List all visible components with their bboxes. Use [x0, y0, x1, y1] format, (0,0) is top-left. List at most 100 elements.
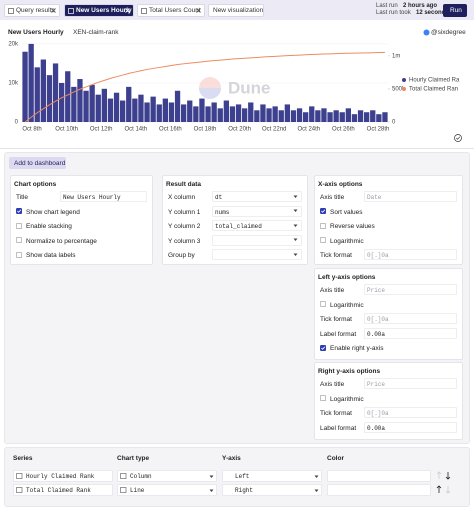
checkbox-label: Sort values	[330, 208, 363, 216]
checkbox[interactable]	[320, 208, 327, 215]
tab-icon	[68, 7, 74, 14]
bar	[339, 112, 345, 122]
checkbox-box	[320, 208, 327, 215]
select[interactable]	[212, 234, 302, 246]
chevron	[209, 489, 214, 492]
select[interactable]	[212, 205, 302, 217]
select[interactable]	[212, 191, 302, 202]
select[interactable]	[327, 470, 431, 482]
input[interactable]	[13, 484, 113, 496]
checkbox-box	[320, 237, 327, 244]
select[interactable]	[222, 470, 322, 482]
tab-label: Query results	[16, 7, 55, 14]
bar	[71, 86, 77, 122]
run-button[interactable]	[443, 4, 467, 17]
select[interactable]	[117, 484, 217, 496]
checkbox-label: Enable stacking	[26, 223, 72, 231]
add-to-dashboard-label[interactable]: Add to dashboard	[14, 160, 66, 167]
bar	[101, 88, 107, 122]
input[interactable]	[364, 407, 457, 419]
table-cell: Column	[130, 473, 152, 480]
avatar	[423, 29, 430, 36]
checkbox[interactable]	[16, 237, 23, 244]
x-tick-label: Oct 8th	[22, 127, 41, 133]
input[interactable]	[364, 421, 457, 433]
input[interactable]	[60, 191, 147, 202]
tab-label: New Users Hourly	[76, 7, 132, 14]
select[interactable]	[117, 470, 217, 482]
bar	[327, 112, 333, 122]
bar	[22, 51, 28, 122]
bar	[217, 108, 223, 122]
field-placeholder: 0[.]0a	[367, 410, 389, 418]
chevron-icon	[209, 475, 214, 478]
bar	[364, 112, 370, 122]
tab[interactable]	[64, 4, 134, 17]
bar	[278, 110, 284, 122]
bar	[28, 43, 34, 122]
input[interactable]	[364, 249, 457, 261]
bar	[315, 110, 321, 122]
field-label: Label format	[320, 424, 357, 432]
cell-icon	[16, 487, 23, 493]
icon	[8, 7, 14, 14]
reorder-arrows[interactable]	[436, 485, 452, 494]
add-to-dashboard-button[interactable]	[9, 157, 66, 169]
tab[interactable]	[137, 4, 205, 17]
input[interactable]	[364, 191, 457, 202]
checkbox[interactable]	[320, 395, 327, 402]
run-button-label[interactable]: Run	[450, 7, 462, 14]
bar	[52, 63, 59, 122]
panel-header: Chart options	[14, 181, 57, 188]
y2-tick-label: 500k	[392, 87, 406, 93]
checkbox[interactable]	[320, 344, 327, 351]
icon	[120, 473, 127, 479]
checkbox[interactable]	[320, 222, 327, 229]
bar	[260, 104, 266, 122]
chart-panel	[0, 21, 474, 149]
y2-tick-label: 0	[392, 120, 396, 126]
checkbox-box	[320, 344, 327, 351]
tab-close	[51, 8, 56, 13]
checkbox[interactable]	[16, 222, 23, 229]
reorder-arrows[interactable]	[436, 471, 452, 480]
select[interactable]	[212, 249, 302, 261]
checkbox[interactable]	[16, 251, 23, 258]
input[interactable]	[13, 470, 113, 482]
chevron-icon	[293, 195, 298, 198]
bar	[65, 71, 71, 122]
bar	[272, 106, 278, 122]
chevron	[293, 209, 298, 213]
bar	[333, 110, 339, 122]
input[interactable]	[364, 327, 457, 339]
input[interactable]	[364, 378, 457, 389]
chevron-icon	[293, 253, 298, 256]
chevron	[314, 489, 319, 492]
tab-label: New visualization	[213, 7, 264, 14]
field-label: Tick format	[320, 316, 352, 324]
input[interactable]	[364, 284, 457, 295]
arrow-up	[436, 471, 442, 479]
checkbox-label: Logarithmic	[330, 395, 364, 403]
checkbox-check	[321, 346, 326, 350]
input[interactable]	[364, 313, 457, 325]
tab-icon	[141, 7, 147, 14]
tab[interactable]	[208, 4, 264, 17]
select[interactable]	[222, 484, 322, 496]
select[interactable]	[327, 484, 431, 496]
bar	[235, 104, 242, 122]
field-label: Y column 1	[168, 208, 201, 216]
bar	[193, 106, 199, 122]
checkbox-label: Logarithmic	[330, 301, 364, 309]
x-tick-label: Oct 12th	[90, 127, 113, 133]
cell-icon	[16, 473, 23, 479]
panel-header: Right y-axis options	[318, 368, 381, 375]
checkbox[interactable]	[16, 208, 23, 215]
legend-swatch	[402, 78, 406, 82]
checkbox[interactable]	[320, 237, 327, 244]
checkbox[interactable]	[320, 301, 327, 308]
bar	[162, 98, 168, 122]
tab[interactable]	[4, 4, 60, 17]
select[interactable]	[212, 220, 302, 232]
